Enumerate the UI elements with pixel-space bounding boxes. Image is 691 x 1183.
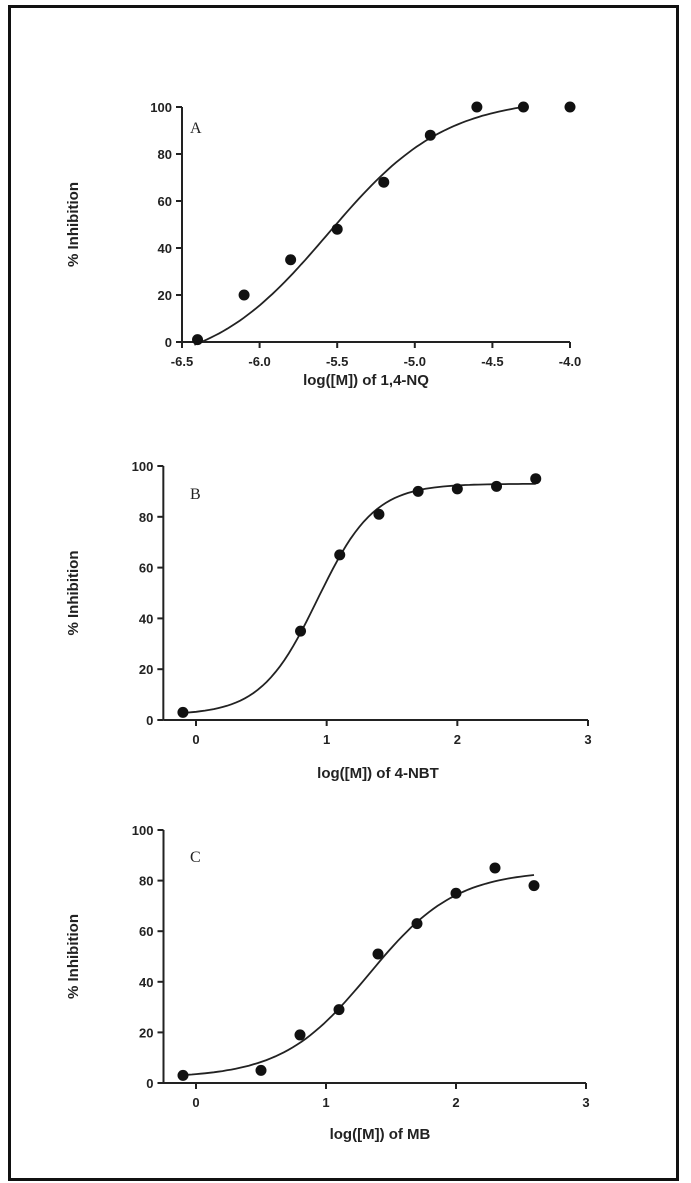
fit-curve bbox=[182, 482, 536, 714]
y-tick-label: 100 bbox=[132, 459, 154, 474]
x-tick-label: 0 bbox=[192, 732, 199, 747]
x-tick-label: 2 bbox=[454, 732, 461, 747]
data-point bbox=[451, 483, 463, 495]
x-tick-label: 0 bbox=[192, 1095, 199, 1110]
chart-panel-c: 0 20 40 60 80 100 0 1 2 3 log([M]) of MB % Inhibiti… bbox=[65, 823, 590, 1143]
y-tick-label: 40 bbox=[139, 611, 153, 626]
y-tick-label: 0 bbox=[165, 335, 172, 350]
y-tick-label: 40 bbox=[139, 975, 153, 990]
fit-curve bbox=[194, 106, 524, 346]
data-point bbox=[412, 485, 424, 497]
x-axis-title: log([M]) of MB bbox=[330, 1126, 431, 1143]
y-tick-label: 20 bbox=[139, 662, 153, 677]
figure-frame bbox=[8, 5, 679, 1181]
data-point bbox=[177, 706, 189, 718]
data-point bbox=[424, 129, 436, 141]
y-tick-label: 20 bbox=[139, 1025, 153, 1040]
data-point bbox=[238, 289, 250, 301]
x-tick-label: -4.5 bbox=[481, 354, 503, 369]
x-tick-label: -6.0 bbox=[248, 354, 270, 369]
data-point bbox=[192, 334, 204, 346]
x-tick-label: 3 bbox=[582, 1095, 589, 1110]
data-point bbox=[450, 887, 462, 899]
chart-panel-a: 0 20 40 60 80 100 -6.5 -6.0 -5.5 -5.0 -4.5 -4.0 log(… bbox=[65, 100, 581, 389]
x-axis-title: log([M]) of 1,4-NQ bbox=[303, 372, 429, 389]
y-axis-title: % Inhibition bbox=[65, 182, 82, 267]
panel-label: A bbox=[190, 120, 202, 137]
data-point bbox=[255, 1064, 267, 1076]
data-point bbox=[491, 480, 503, 492]
data-point bbox=[177, 1069, 189, 1081]
x-tick-label: -4.0 bbox=[559, 354, 581, 369]
y-tick-label: 40 bbox=[158, 241, 172, 256]
panel-label: C bbox=[190, 849, 201, 866]
data-point bbox=[333, 1004, 345, 1016]
data-point bbox=[295, 625, 307, 637]
data-point bbox=[331, 223, 343, 235]
data-point bbox=[372, 948, 384, 960]
x-tick-label: 1 bbox=[323, 732, 330, 747]
data-point bbox=[517, 101, 529, 113]
y-tick-label: 60 bbox=[139, 561, 153, 576]
data-point bbox=[294, 1029, 306, 1041]
y-tick-label: 80 bbox=[158, 147, 172, 162]
y-tick-label: 60 bbox=[158, 194, 172, 209]
y-axis-title: % Inhibition bbox=[65, 914, 82, 999]
y-tick-label: 100 bbox=[132, 823, 154, 838]
x-tick-label: 3 bbox=[584, 732, 591, 747]
y-tick-label: 80 bbox=[139, 874, 153, 889]
x-axis-title: log([M]) of 4-NBT bbox=[317, 765, 439, 782]
y-tick-label: 0 bbox=[146, 1076, 153, 1091]
data-point bbox=[564, 101, 576, 113]
data-point bbox=[530, 473, 542, 485]
y-axis-title: % Inhibition bbox=[65, 551, 82, 636]
data-point bbox=[528, 880, 540, 892]
y-tick-label: 0 bbox=[146, 713, 153, 728]
x-tick-label: 2 bbox=[452, 1095, 459, 1110]
y-tick-label: 100 bbox=[150, 100, 172, 115]
x-tick-label: -5.0 bbox=[404, 354, 426, 369]
chart-panel-b: 0 20 40 60 80 100 0 1 2 3 log([M]) of 4-NBT % Inhib… bbox=[65, 459, 592, 782]
x-tick-label: -6.5 bbox=[171, 354, 193, 369]
data-point bbox=[378, 176, 390, 188]
data-point bbox=[373, 508, 385, 520]
data-point bbox=[334, 549, 346, 561]
data-point bbox=[471, 101, 483, 113]
x-tick-label: -5.5 bbox=[326, 354, 348, 369]
y-tick-label: 20 bbox=[158, 288, 172, 303]
data-point bbox=[285, 254, 297, 266]
y-tick-label: 80 bbox=[139, 510, 153, 525]
fit-curve bbox=[182, 874, 535, 1076]
y-tick-label: 60 bbox=[139, 924, 153, 939]
panel-label: B bbox=[190, 486, 201, 503]
data-point bbox=[489, 862, 501, 874]
data-point bbox=[411, 918, 423, 930]
x-tick-label: 1 bbox=[322, 1095, 329, 1110]
